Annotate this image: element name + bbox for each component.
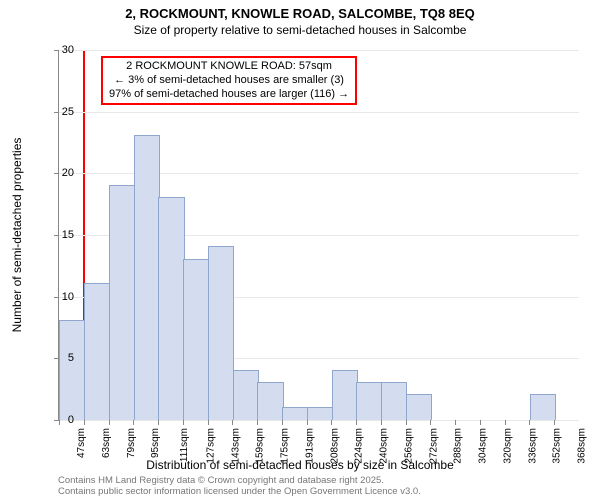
histogram-bar <box>109 185 135 420</box>
xtick-label: 159sqm <box>255 428 266 464</box>
gridline <box>59 420 579 421</box>
xtick-mark <box>455 420 456 425</box>
ytick-label: 30 <box>54 44 74 56</box>
histogram-bar <box>332 370 358 420</box>
xtick-mark <box>282 420 283 425</box>
xtick-label: 352sqm <box>552 428 563 464</box>
chart-title: 2, ROCKMOUNT, KNOWLE ROAD, SALCOMBE, TQ8… <box>0 0 600 21</box>
histogram-bar <box>282 407 308 420</box>
xtick-mark <box>84 420 85 425</box>
xtick-mark <box>232 420 233 425</box>
xtick-label: 47sqm <box>76 428 87 458</box>
histogram-bar <box>208 246 234 420</box>
xtick-label: 224sqm <box>354 428 365 464</box>
histogram-bar <box>381 382 407 420</box>
histogram-bar <box>158 197 184 420</box>
histogram-bar <box>59 320 85 420</box>
chart-subtitle: Size of property relative to semi-detach… <box>0 23 600 37</box>
footer-line2: Contains public sector information licen… <box>58 487 421 498</box>
footer-credits: Contains HM Land Registry data © Crown c… <box>58 476 421 498</box>
histogram-bar <box>183 259 209 420</box>
xtick-label: 175sqm <box>280 428 291 464</box>
xtick-label: 304sqm <box>478 428 489 464</box>
histogram-bar <box>356 382 382 420</box>
xtick-mark <box>183 420 184 425</box>
ytick-label: 5 <box>54 352 74 364</box>
histogram-bar <box>257 382 283 420</box>
xtick-label: 288sqm <box>453 428 464 464</box>
xtick-label: 111sqm <box>179 428 190 462</box>
xtick-label: 143sqm <box>230 428 241 464</box>
histogram-bar <box>406 394 432 420</box>
ytick-label: 0 <box>54 414 74 426</box>
xtick-label: 63sqm <box>101 428 112 458</box>
gridline <box>59 112 579 113</box>
ytick-label: 15 <box>54 229 74 241</box>
xtick-label: 272sqm <box>428 428 439 464</box>
histogram-bar <box>84 283 110 420</box>
xtick-mark <box>480 420 481 425</box>
plot-area: 2 ROCKMOUNT KNOWLE ROAD: 57sqm ← 3% of s… <box>58 50 579 421</box>
y-axis-label: Number of semi-detached properties <box>10 138 24 333</box>
xtick-mark <box>430 420 431 425</box>
histogram-bar <box>134 135 160 420</box>
ytick-label: 20 <box>54 167 74 179</box>
xtick-label: 336sqm <box>527 428 538 464</box>
xtick-mark <box>381 420 382 425</box>
xtick-mark <box>505 420 506 425</box>
gridline <box>59 50 579 51</box>
histogram-bar <box>530 394 556 420</box>
xtick-mark <box>554 420 555 425</box>
xtick-label: 95sqm <box>150 428 161 458</box>
xtick-label: 240sqm <box>379 428 390 464</box>
histogram-bar <box>233 370 259 420</box>
xtick-label: 191sqm <box>304 428 315 464</box>
annotation-line2: ← 3% of semi-detached houses are smaller… <box>109 74 349 88</box>
annotation-line1: 2 ROCKMOUNT KNOWLE ROAD: 57sqm <box>109 60 349 74</box>
xtick-label: 256sqm <box>403 428 414 464</box>
xtick-mark <box>307 420 308 425</box>
xtick-label: 368sqm <box>577 428 588 464</box>
xtick-mark <box>406 420 407 425</box>
xtick-mark <box>331 420 332 425</box>
xtick-label: 208sqm <box>329 428 340 464</box>
xtick-mark <box>529 420 530 425</box>
xtick-mark <box>109 420 110 425</box>
xtick-mark <box>257 420 258 425</box>
annotation-line3: 97% of semi-detached houses are larger (… <box>109 88 349 102</box>
xtick-label: 127sqm <box>205 428 216 464</box>
xtick-mark <box>158 420 159 425</box>
xtick-mark <box>208 420 209 425</box>
ytick-label: 25 <box>54 106 74 118</box>
xtick-label: 320sqm <box>503 428 514 464</box>
xtick-label: 79sqm <box>126 428 137 458</box>
histogram-bar <box>307 407 333 420</box>
xtick-mark <box>133 420 134 425</box>
ytick-label: 10 <box>54 291 74 303</box>
xtick-mark <box>356 420 357 425</box>
annotation-box: 2 ROCKMOUNT KNOWLE ROAD: 57sqm ← 3% of s… <box>101 56 357 105</box>
